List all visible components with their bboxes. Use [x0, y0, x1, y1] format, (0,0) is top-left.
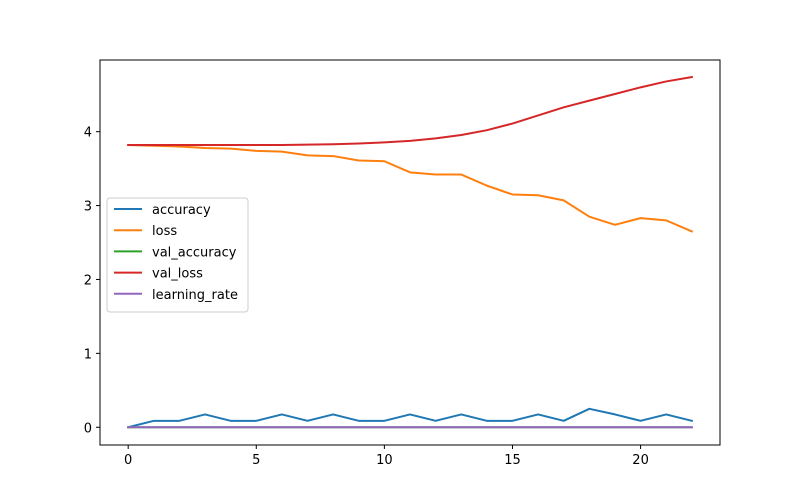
legend-label-learning-rate: learning_rate — [152, 288, 238, 303]
legend: accuracy loss val_accuracy val_loss learning… — [106, 197, 249, 313]
x-tick-label: 10 — [376, 453, 393, 468]
series-line-accuracy — [126, 407, 694, 429]
y-tick-label: 0 — [84, 421, 92, 436]
y-tick-label: 4 — [84, 126, 92, 141]
legend-frame — [106, 197, 249, 313]
y-tick-label: 1 — [84, 347, 92, 362]
legend-label-accuracy: accuracy — [152, 203, 211, 218]
y-tick-label: 3 — [84, 200, 92, 215]
axes-frame — [99, 59, 721, 446]
axes: 0 5 10 15 20 0 1 2 3 4 — [84, 59, 721, 468]
legend-label-loss: loss — [152, 224, 177, 239]
series-line-loss — [127, 143, 694, 233]
x-tick-label: 0 — [124, 453, 132, 468]
y-tick-label: 2 — [84, 273, 92, 288]
series-line-val-loss — [127, 75, 693, 146]
legend-label-val-loss: val_loss — [152, 267, 203, 282]
legend-label-val-accuracy: val_accuracy — [152, 245, 237, 260]
x-tick-label: 20 — [632, 453, 649, 468]
x-tick-label: 15 — [504, 453, 521, 468]
plot-area — [126, 75, 694, 429]
x-tick-label: 5 — [252, 453, 260, 468]
